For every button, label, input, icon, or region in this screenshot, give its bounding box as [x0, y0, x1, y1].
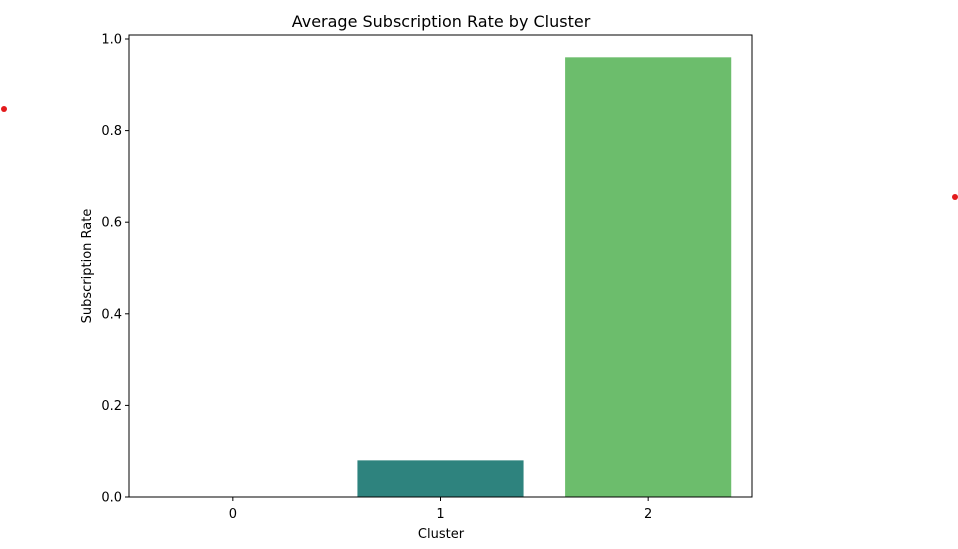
bars-group — [357, 57, 732, 497]
x-tick-label: 2 — [644, 507, 652, 522]
x-tick-label: 0 — [229, 507, 237, 522]
red-marker-left — [1, 106, 7, 112]
y-tick-label: 0.4 — [101, 307, 122, 322]
x-axis-ticks: 0 1 2 — [229, 497, 652, 522]
bar-cluster-2 — [565, 57, 732, 497]
red-marker-right — [952, 194, 958, 200]
y-tick-label: 0.6 — [101, 216, 122, 231]
x-tick-label: 1 — [436, 507, 444, 522]
bar-cluster-1 — [357, 460, 524, 497]
y-tick-label: 0.8 — [101, 124, 122, 139]
chart-title: Average Subscription Rate by Cluster — [292, 12, 591, 31]
y-tick-label: 0.2 — [101, 399, 122, 414]
y-axis-ticks: 0.0 0.2 0.4 0.6 0.8 1.0 — [101, 33, 129, 506]
y-axis-label: Subscription Rate — [80, 209, 95, 324]
y-tick-label: 0.0 — [101, 491, 122, 506]
y-tick-label: 1.0 — [101, 33, 122, 48]
x-axis-label: Cluster — [418, 527, 465, 542]
